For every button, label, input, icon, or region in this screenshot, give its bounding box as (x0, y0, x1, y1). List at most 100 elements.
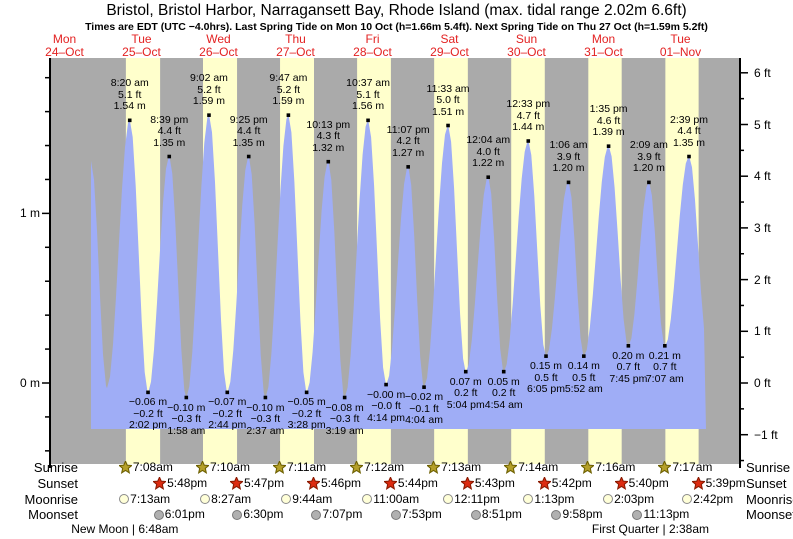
sunset-icon (230, 477, 244, 490)
moon-phase-note: First Quarter | 2:38am (591, 522, 710, 536)
sunrise-time-entry: 7:11am (273, 461, 326, 474)
row-label-left-moonrise: Moonrise (24, 491, 78, 507)
moonset-icon (311, 509, 322, 520)
right-axis-tick-label: 4 ft (754, 169, 771, 184)
tide-extreme-dot (526, 139, 531, 143)
moonrise-time-entry: 2:03pm (603, 492, 654, 506)
moonrise-time-entry: 1:13pm (523, 492, 574, 506)
moonrise-icon (281, 494, 292, 504)
moonrise-time-entry: 11:00am (362, 492, 419, 506)
sunrise-time-entry: 7:14am (504, 461, 558, 474)
moonset-icon (232, 509, 243, 520)
sunrise-time-entry: 7:16am (581, 461, 635, 474)
high-tide-label: 10:37 am 5.1 ft 1.56 m (346, 77, 390, 113)
tide-extreme-dot (342, 395, 347, 400)
page-title: Bristol, Bristol Harbor, Narragansett Ba… (106, 2, 687, 19)
tide-extreme-dot (687, 154, 691, 159)
moon-phase-note: New Moon | 6:48am (71, 522, 179, 536)
tide-extreme-dot (582, 354, 586, 358)
high-tide-label: 9:25 pm 4.4 ft 1.35 m (229, 113, 268, 149)
day-label: Thu 27–Oct (276, 32, 315, 59)
sunrise-icon (195, 461, 209, 474)
moonset-icon (153, 509, 164, 520)
tide-extreme-dot (663, 344, 667, 348)
tide-extreme-dot (422, 385, 426, 389)
moonset-time-entry: 9:58pm (551, 508, 603, 521)
tide-extreme-dot (446, 123, 450, 128)
day-label: Sun 30–Oct (507, 32, 546, 59)
low-tide-label: 0.07 m 0.2 ft 5:04 pm (446, 375, 485, 411)
sunset-time-entry: 5:47pm (230, 477, 284, 490)
moonset-time-entry: 8:51pm (470, 508, 522, 521)
high-tide-label: 2:39 pm 4.4 ft 1.35 m (670, 113, 708, 149)
day-label: Sat 29–Oct (430, 32, 469, 59)
low-tide-label: 0.05 m 0.2 ft 4:54 am (484, 375, 523, 411)
low-tide-label: −0.08 m −0.3 ft 3:19 am (325, 401, 364, 437)
low-tide-label: 0.20 m 0.7 ft 7:45 pm (609, 349, 648, 385)
low-tide-label: −0.06 m −0.2 ft 2:02 pm (128, 396, 168, 432)
sunrise-icon (118, 461, 132, 474)
tide-extreme-dot (146, 390, 150, 395)
high-tide-label: 12:04 am 4.0 ft 1.22 m (466, 134, 511, 170)
high-tide-label: 11:07 pm 4.2 ft 1.27 m (386, 123, 430, 159)
moonrise-icon (443, 494, 454, 504)
sunset-time-entry: 5:48pm (153, 477, 207, 490)
low-tide-label: −0.02 m −0.1 ft 4:04 am (404, 391, 444, 427)
tide-extreme-dot (304, 390, 309, 395)
tide-extreme-dot (566, 180, 571, 185)
sunrise-time-entry: 7:17am (658, 461, 712, 474)
sunset-icon (153, 477, 167, 490)
sunrise-icon (581, 461, 595, 474)
sunrise-icon (658, 461, 672, 474)
moonset-time-entry: 6:30pm (232, 508, 283, 521)
left-axis-tick-label: 0 m (19, 376, 40, 390)
tide-area-curve (91, 114, 706, 429)
sunset-time-entry: 5:46pm (307, 477, 361, 490)
row-label-left-sunset: Sunset (37, 476, 78, 491)
high-tide-label: 1:35 pm 4.6 ft 1.39 m (589, 103, 628, 139)
right-axis-tick-label: 0 ft (754, 376, 771, 390)
low-tide-label: 0.14 m 0.5 ft 5:52 am (564, 360, 603, 396)
high-tide-label: 9:47 am 5.2 ft 1.59 m (269, 72, 308, 108)
sunrise-time-entry: 7:12am (350, 461, 404, 474)
high-tide-label: 10:13 pm 4.3 ft 1.32 m (306, 118, 351, 154)
moonrise-time-entry: 7:13am (119, 492, 170, 506)
sunset-icon (614, 477, 628, 490)
high-tide-label: 12:33 pm 4.7 ft 1.44 m (506, 98, 551, 133)
sunset-time-entry: 5:42pm (537, 477, 592, 490)
tide-extreme-dot (647, 180, 651, 185)
right-axis-tick-label: 6 ft (754, 65, 771, 80)
tide-extreme-dot (544, 354, 548, 358)
day-label: Tue 01–Nov (659, 32, 702, 59)
moonset-time-entry: 6:01pm (153, 508, 205, 521)
sunset-time-entry: 5:40pm (614, 477, 669, 490)
low-tide-label: 0.21 m 0.7 ft 7:07 am (645, 349, 684, 385)
day-label: Mon 24–Oct (45, 32, 84, 59)
tide-extreme-dot (246, 154, 251, 159)
tide-extreme-dot (606, 144, 611, 148)
high-tide-label: 8:39 pm 4.4 ft 1.35 m (150, 113, 189, 149)
moonrise-icon (682, 494, 693, 504)
low-tide-label: −0.07 m −0.2 ft 2:44 pm (208, 396, 247, 432)
low-tide-label: −0.05 m −0.2 ft 3:28 pm (287, 396, 326, 432)
low-tide-label: −0.10 m −0.3 ft 1:58 am (167, 401, 206, 437)
high-tide-label: 9:02 am 5.2 ft 1.59 m (189, 72, 228, 108)
sunrise-time-entry: 7:08am (118, 461, 173, 474)
moonset-icon (470, 509, 481, 520)
high-tide-label: 11:33 am 5.0 ft 1.51 m (426, 82, 470, 118)
sunset-icon (691, 477, 705, 490)
tide-extreme-dot (366, 118, 370, 123)
day-label: Mon 31–Oct (584, 32, 623, 59)
right-axis-tick-label: −1 ft (754, 427, 778, 442)
tide-extreme-dot (207, 113, 211, 117)
low-tide-label: 0.15 m 0.5 ft 6:05 pm (527, 360, 565, 396)
moonset-time-entry: 11:13pm (632, 508, 689, 521)
row-label-right-sunset: Sunset (746, 476, 787, 491)
moonset-icon (551, 509, 562, 520)
moonrise-icon (119, 494, 130, 504)
sunrise-icon (350, 461, 364, 474)
tide-extreme-dot (501, 369, 506, 374)
